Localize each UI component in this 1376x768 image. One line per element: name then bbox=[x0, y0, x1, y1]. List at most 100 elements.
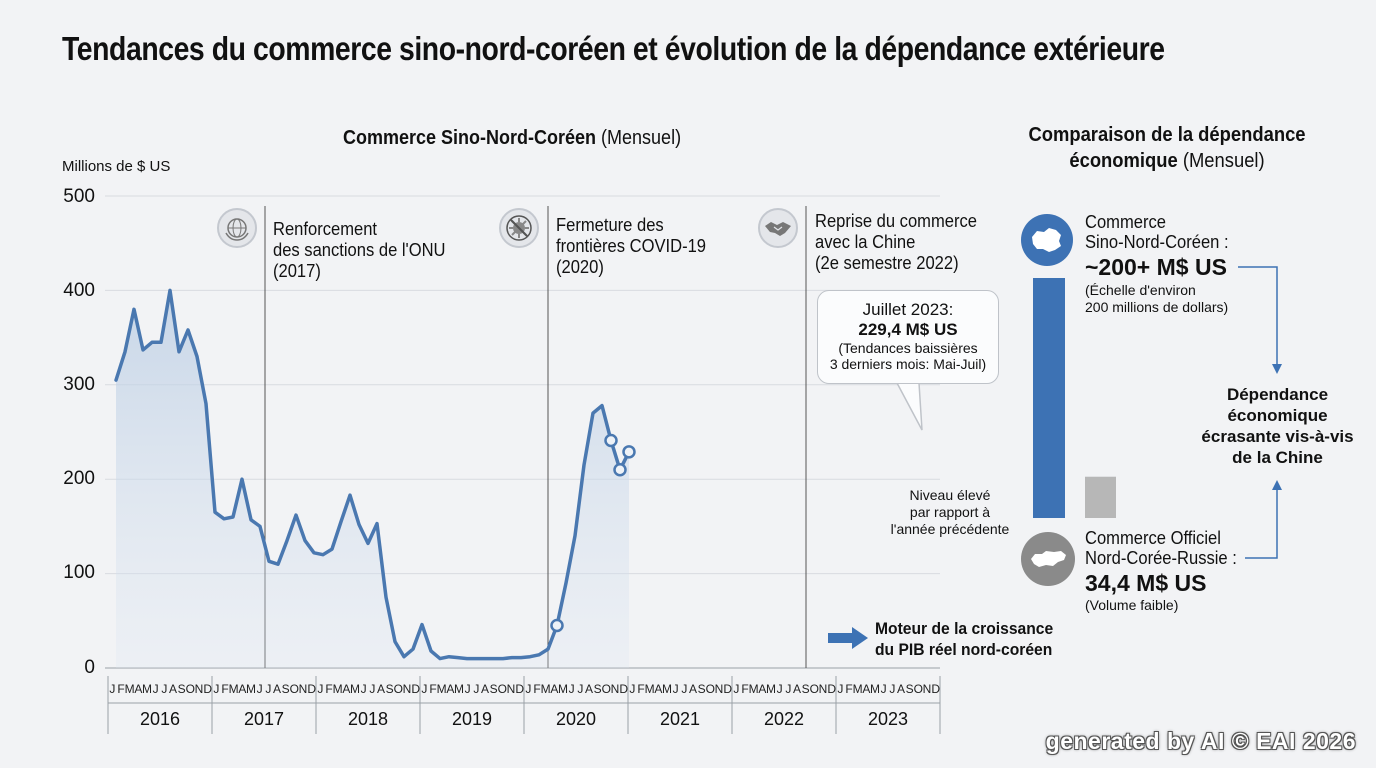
month-tick-label: M bbox=[870, 682, 880, 696]
year-label-2017: 2017 bbox=[243, 709, 285, 729]
month-tick-label: D bbox=[307, 682, 316, 696]
month-tick-label: A bbox=[134, 682, 142, 696]
month-tick-label: N bbox=[507, 682, 516, 696]
month-tick-label: M bbox=[766, 682, 776, 696]
watermark: generated by AI © EAI 2026 bbox=[1045, 728, 1356, 754]
month-tick-label: J bbox=[317, 682, 323, 696]
y-tick-500: 500 bbox=[63, 186, 95, 207]
month-tick-label: M bbox=[333, 682, 343, 696]
page-title: Tendances du commerce sino-nord-coréen e… bbox=[62, 30, 1165, 67]
month-tick-label: N bbox=[195, 682, 204, 696]
month-tick-label: O bbox=[186, 682, 195, 696]
russia-value: 34,4 M$ US bbox=[1085, 570, 1207, 596]
month-tick-label: M bbox=[749, 682, 759, 696]
month-tick-label: F bbox=[741, 682, 748, 696]
month-tick-label: M bbox=[229, 682, 239, 696]
month-tick-label: J bbox=[569, 682, 575, 696]
china-value: ~200+ M$ US bbox=[1085, 254, 1227, 280]
month-tick-label: A bbox=[169, 682, 177, 696]
month-tick-label: N bbox=[715, 682, 724, 696]
month-tick-label: A bbox=[377, 682, 385, 696]
y-tick-200: 200 bbox=[63, 468, 95, 489]
event-label-sanctions: Renforcement des sanctions de l'ONU (2017) bbox=[273, 219, 446, 281]
year-label-2020: 2020 bbox=[555, 709, 597, 729]
month-tick-label: M bbox=[142, 682, 152, 696]
month-tick-label: S bbox=[490, 682, 498, 696]
bar-russia bbox=[1085, 476, 1116, 518]
year-label-2018: 2018 bbox=[347, 709, 389, 729]
month-tick-label: S bbox=[178, 682, 186, 696]
month-tick-label: D bbox=[515, 682, 524, 696]
month-tick-label: J bbox=[161, 682, 167, 696]
month-tick-label: J bbox=[473, 682, 479, 696]
month-tick-label: J bbox=[265, 682, 271, 696]
month-tick-label: F bbox=[221, 682, 228, 696]
month-tick-label: D bbox=[203, 682, 212, 696]
handshake-icon bbox=[758, 208, 798, 248]
area-fill bbox=[116, 290, 629, 668]
month-tick-label: M bbox=[645, 682, 655, 696]
russia-label: Commerce Officiel Nord-Corée-Russie : bbox=[1085, 528, 1237, 568]
month-tick-label: M bbox=[541, 682, 551, 696]
month-tick-label: J bbox=[257, 682, 263, 696]
year-label-2019: 2019 bbox=[451, 709, 493, 729]
marker-point bbox=[622, 445, 636, 459]
comparison-title: Comparaison de la dépendance économique … bbox=[1028, 124, 1306, 172]
dependency-label: Dépendance économique écrasante vis-à-vis d… bbox=[1201, 385, 1354, 467]
month-tick-label: M bbox=[437, 682, 447, 696]
year-label-2022: 2022 bbox=[763, 709, 805, 729]
month-tick-label: J bbox=[837, 682, 843, 696]
month-tick-label: A bbox=[585, 682, 593, 696]
month-tick-label: F bbox=[117, 682, 124, 696]
month-tick-label: J bbox=[889, 682, 895, 696]
chart-grid bbox=[105, 195, 940, 669]
russia-map-icon bbox=[1021, 532, 1075, 586]
russia-note: (Volume faible) bbox=[1085, 597, 1179, 613]
y-tick-400: 400 bbox=[63, 280, 95, 301]
month-tick-label: M bbox=[246, 682, 256, 696]
month-tick-label: S bbox=[802, 682, 810, 696]
month-tick-label: A bbox=[862, 682, 870, 696]
china-label: Commerce Sino-Nord-Coréen : bbox=[1085, 212, 1229, 252]
month-tick-label: A bbox=[446, 682, 454, 696]
month-tick-label: S bbox=[698, 682, 706, 696]
month-tick-label: J bbox=[681, 682, 687, 696]
month-tick-label: N bbox=[299, 682, 308, 696]
un-emblem-icon bbox=[217, 208, 257, 248]
month-tick-label: M bbox=[662, 682, 672, 696]
month-tick-label: J bbox=[153, 682, 159, 696]
month-tick-label: D bbox=[931, 682, 940, 696]
marker-point bbox=[613, 463, 627, 477]
month-tick-label: J bbox=[785, 682, 791, 696]
month-tick-label: N bbox=[403, 682, 412, 696]
arrow-down-icon bbox=[1272, 364, 1282, 374]
month-tick-label: F bbox=[845, 682, 852, 696]
month-tick-label: J bbox=[465, 682, 471, 696]
month-tick-label: F bbox=[533, 682, 540, 696]
month-tick-label: F bbox=[429, 682, 436, 696]
y-axis-label: Millions de $ US bbox=[62, 158, 171, 175]
callout-tail bbox=[895, 382, 923, 431]
arrow-up-icon bbox=[1272, 480, 1282, 490]
month-tick-label: A bbox=[342, 682, 350, 696]
month-tick-label: J bbox=[629, 682, 635, 696]
china-map-icon bbox=[1021, 214, 1073, 266]
chart-subtitle: Commerce Sino-Nord-Coréen (Mensuel) bbox=[343, 127, 682, 149]
event-label-reprise: Reprise du commerce avec la Chine (2e seme… bbox=[815, 211, 977, 273]
month-tick-label: A bbox=[793, 682, 801, 696]
july-2023-callout: Juillet 2023: 229,4 M$ US (Tendances bai… bbox=[817, 290, 999, 384]
month-tick-label: J bbox=[577, 682, 583, 696]
month-tick-label: O bbox=[810, 682, 819, 696]
y-tick-300: 300 bbox=[63, 374, 95, 395]
month-tick-label: S bbox=[386, 682, 394, 696]
no-virus-icon bbox=[499, 208, 539, 248]
year-label-2023: 2023 bbox=[867, 709, 909, 729]
month-tick-label: J bbox=[525, 682, 531, 696]
month-tick-label: M bbox=[454, 682, 464, 696]
month-tick-label: A bbox=[758, 682, 766, 696]
month-tick-label: D bbox=[827, 682, 836, 696]
gdp-engine-label: Moteur de la croissance du PIB réel nord-… bbox=[875, 619, 1054, 659]
month-tick-label: J bbox=[881, 682, 887, 696]
